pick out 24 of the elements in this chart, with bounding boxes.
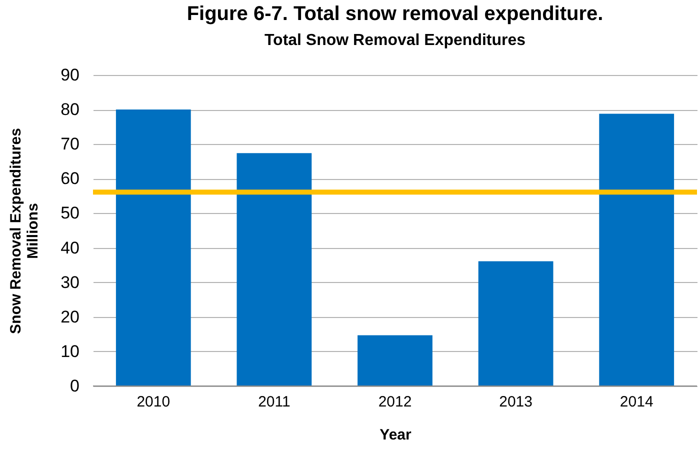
y-tick-label: 20 (60, 307, 80, 326)
y-tick-label: 60 (60, 169, 80, 188)
x-tick-label: 2010 (136, 394, 170, 410)
bar (116, 110, 191, 386)
bar (236, 153, 312, 386)
y-tick-label: 70 (60, 134, 80, 154)
x-tick-label: 2013 (499, 394, 532, 410)
y-tick-label: 30 (60, 272, 80, 292)
y-tick-label: 50 (60, 204, 80, 223)
chart-subtitle: Total Snow Removal Expenditures (264, 32, 526, 49)
bar (478, 261, 554, 386)
y-axis-title: Snow Removal Expenditures Millions (8, 128, 42, 334)
y-tick-label: 80 (60, 100, 80, 120)
y-tick-label: 40 (60, 238, 80, 258)
bar (358, 335, 432, 386)
x-tick-label: 2012 (378, 394, 412, 410)
x-tick-label: 2014 (620, 394, 654, 410)
bar (599, 114, 674, 386)
y-tick-label: 0 (70, 376, 80, 396)
x-tick-label: 2011 (258, 394, 290, 410)
y-tick-label: 90 (60, 66, 80, 84)
y-tick-label: 10 (60, 342, 80, 361)
chart-title: Figure 6-7. Total snow removal expenditure. (186, 3, 604, 25)
x-axis-title: Year (380, 426, 412, 444)
